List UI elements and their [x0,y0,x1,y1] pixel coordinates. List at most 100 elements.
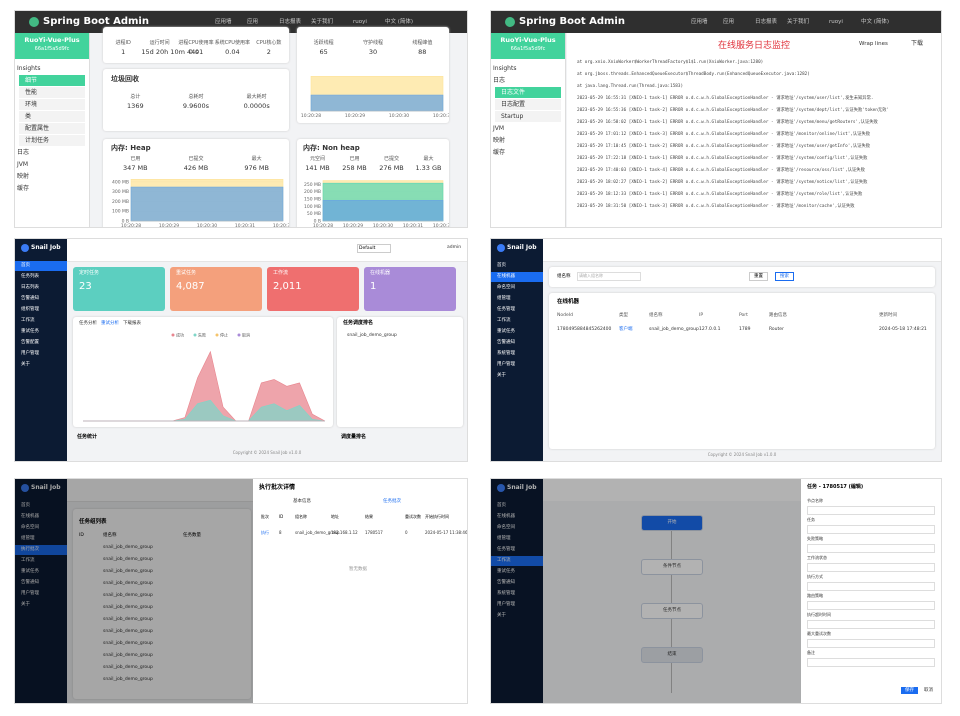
menu-item[interactable]: 关于 [21,602,30,607]
menu-item[interactable]: 细节 [19,75,85,86]
menu-item[interactable]: 告警通知 [497,580,515,585]
menu-item[interactable]: Insights [493,65,517,72]
cancel-button[interactable]: 取消 [924,688,933,693]
field-input[interactable] [807,582,935,591]
menu-item[interactable]: 组管理 [497,296,511,301]
menu-item[interactable]: 首页 [497,503,506,508]
download-button[interactable]: 下载 [911,40,924,47]
menu-item[interactable]: 工作流 [21,558,35,563]
tab[interactable]: 基本信息 [293,499,311,504]
menu-item[interactable]: 告警配置 [21,340,39,345]
menu-item[interactable]: 用户管理 [21,591,39,596]
tab[interactable]: 任务分析 [79,321,97,326]
menu-item[interactable]: 重试任务 [21,569,39,574]
menu-item[interactable]: 性能 [19,87,85,98]
flow-node[interactable]: 条件节点 [641,559,703,575]
user-menu[interactable]: admin [447,245,462,250]
nav-link[interactable]: 关于我们 [311,19,334,25]
menu-item[interactable]: 关于 [497,373,506,378]
menu-item[interactable]: 告警通知 [21,580,39,585]
menu-item[interactable]: 配置属性 [19,123,85,134]
menu-item[interactable]: 环境 [19,99,85,110]
menu-item[interactable]: 工作流 [497,318,511,323]
menu-item[interactable]: 命名空间 [497,525,515,530]
lang-menu[interactable]: 中文 (简体) [385,19,414,25]
menu-item[interactable]: 用户管理 [497,602,515,607]
wrap-toggle[interactable]: Wrap lines [859,41,888,47]
field-input[interactable] [807,601,935,610]
menu-item[interactable]: 工作流 [491,556,543,566]
menu-item[interactable]: 工作流 [21,318,35,323]
menu-item[interactable]: JVM [17,161,29,168]
nav-link[interactable]: 关于我们 [787,19,810,25]
menu-item[interactable]: 映射 [493,137,506,144]
menu-item[interactable]: 重试任务 [497,569,515,574]
menu-item[interactable]: 日志 [493,77,506,84]
reset-button[interactable]: 重置 [749,272,768,282]
menu-item[interactable]: Insights [17,65,41,72]
menu-item[interactable]: 告警通知 [21,296,39,301]
menu-item[interactable]: 系统管理 [497,591,515,596]
menu-item[interactable]: 在线机器 [21,514,39,519]
menu-item[interactable]: 组管理 [21,536,35,541]
menu-item[interactable]: 执行批次 [15,545,67,555]
menu-item[interactable]: 日志列表 [21,285,39,290]
field-input[interactable] [807,525,935,534]
menu-item[interactable]: 缓存 [17,185,30,192]
menu-item[interactable]: 组织管理 [21,307,39,312]
field-input[interactable] [807,544,935,553]
field-input[interactable] [807,563,935,572]
tab[interactable]: 任务批次 [383,499,401,504]
menu-item[interactable]: 任务管理 [497,547,515,552]
nav-link[interactable]: 应用 [247,19,259,25]
menu-item[interactable]: 类 [19,111,85,122]
menu-item[interactable]: Startup [495,111,561,122]
menu-item[interactable]: 在线机器 [497,514,515,519]
field-input[interactable] [807,506,935,515]
menu-item[interactable]: 在线机器 [491,272,543,282]
menu-item[interactable]: 任务管理 [497,307,515,312]
menu-item[interactable]: 命名空间 [497,285,515,290]
user-menu[interactable]: ruoyi [353,19,367,25]
nav-link[interactable]: 日志报表 [755,19,778,25]
lang-menu[interactable]: 中文 (简体) [861,19,890,25]
menu-item[interactable]: 首页 [497,263,506,268]
flow-node[interactable]: 开始 [641,515,703,531]
menu-item[interactable]: 关于 [497,613,506,618]
menu-item[interactable]: 重试任务 [497,329,515,334]
menu-item[interactable]: 任务列表 [21,274,39,279]
tab[interactable]: 下载报表 [123,321,141,326]
tab[interactable]: 重试分析 [101,321,119,326]
user-menu[interactable]: ruoyi [829,19,843,25]
nav-link[interactable]: 日志报表 [279,19,302,25]
menu-item[interactable]: 首页 [15,261,67,271]
menu-item[interactable]: 映射 [17,173,30,180]
nav-link[interactable]: 应用墙 [691,19,708,25]
menu-item[interactable]: 日志 [17,149,30,156]
filter-input[interactable]: 请输入组名称 [577,272,641,281]
menu-item[interactable]: 组管理 [497,536,511,541]
field-input[interactable] [807,620,935,629]
menu-item[interactable]: JVM [493,125,505,132]
nav-link[interactable]: 应用墙 [215,19,232,25]
field-input[interactable] [807,658,935,667]
flow-node[interactable]: 结束 [641,647,703,663]
menu-item[interactable]: 计划任务 [19,135,85,146]
menu-item[interactable]: 日志文件 [495,87,561,98]
menu-item[interactable]: 系统管理 [497,351,515,356]
menu-item[interactable]: 用户管理 [497,362,515,367]
menu-item[interactable]: 首页 [21,503,30,508]
menu-item[interactable]: 用户管理 [21,351,39,356]
menu-item[interactable]: 重试任务 [21,329,39,334]
field-input[interactable] [807,639,935,648]
save-button[interactable]: 保存 [901,687,918,695]
search-button[interactable]: 搜索 [775,272,794,282]
menu-item[interactable]: 关于 [21,362,30,367]
nav-link[interactable]: 应用 [723,19,735,25]
flow-node[interactable]: 任务节点 [641,603,703,619]
menu-item[interactable]: 命名空间 [21,525,39,530]
menu-item[interactable]: 告警通知 [497,340,515,345]
menu-item[interactable]: 日志配置 [495,99,561,110]
namespace-select[interactable]: Default [357,244,391,254]
menu-item[interactable]: 缓存 [493,149,506,156]
